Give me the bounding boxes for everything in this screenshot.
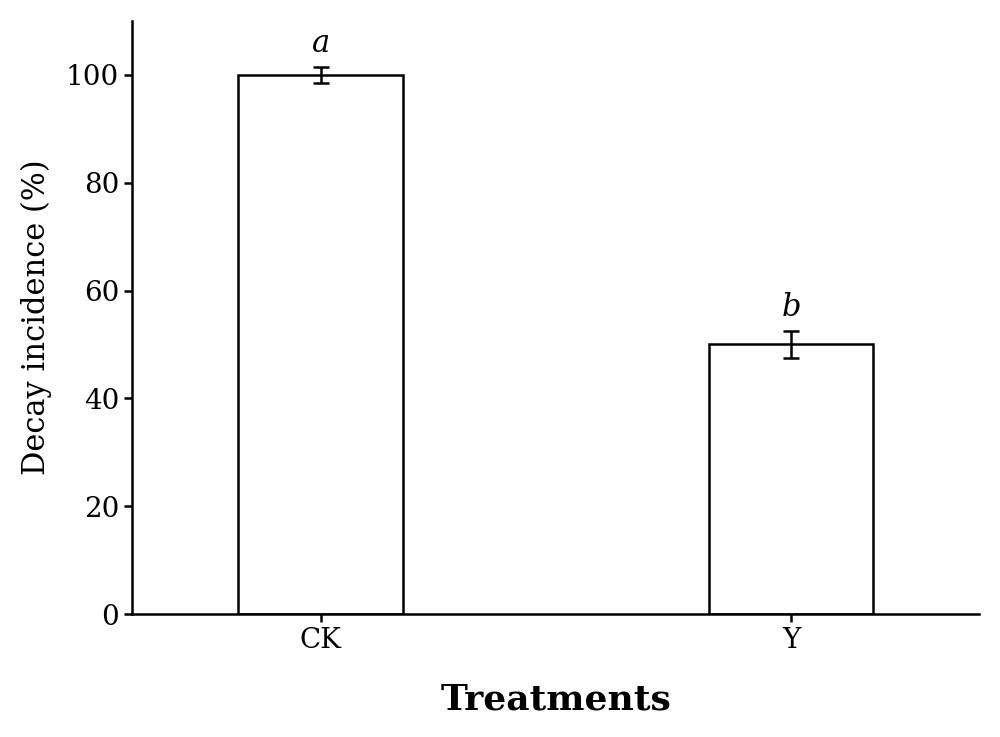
X-axis label: Treatments: Treatments [440, 682, 671, 716]
Text: a: a [311, 27, 330, 59]
Text: b: b [781, 292, 801, 323]
Bar [238, 74, 403, 614]
Bar [709, 344, 873, 614]
Y-axis label: Decay incidence (%): Decay incidence (%) [21, 160, 52, 475]
